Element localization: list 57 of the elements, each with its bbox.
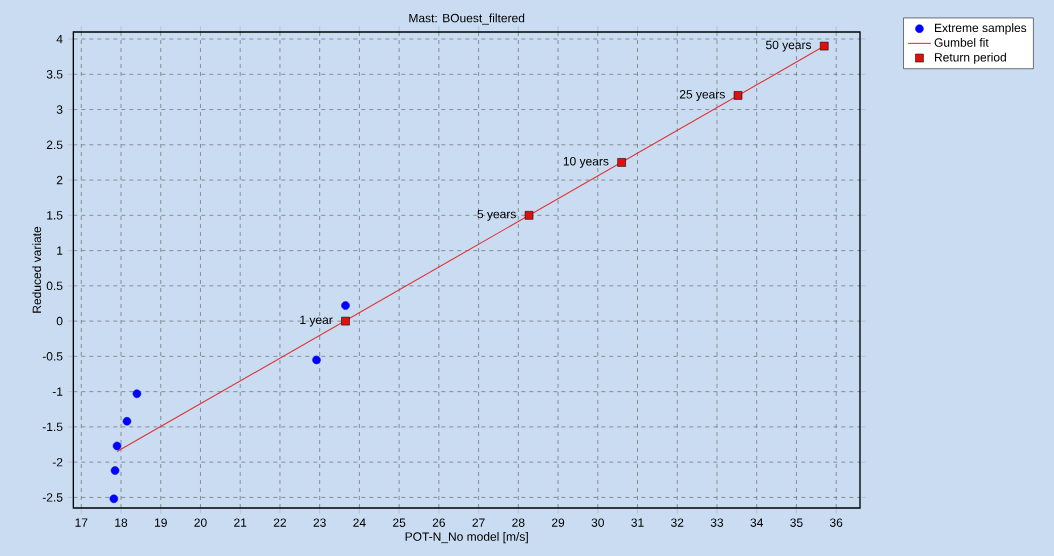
annotation: 5 years bbox=[477, 209, 516, 221]
x-tick-label: 36 bbox=[829, 518, 843, 527]
y-tick-label: 0.5 bbox=[46, 281, 63, 291]
x-tick-label: 17 bbox=[75, 518, 88, 527]
x-axis-title: POT-N_No model [m/s] bbox=[405, 532, 528, 544]
y-tick-label: 1 bbox=[57, 246, 63, 255]
y-tick-label: -1 bbox=[52, 387, 63, 396]
annotation: 25 years bbox=[679, 90, 725, 101]
chart-title: Mast: BOuest_filtered bbox=[409, 13, 525, 25]
x-tick-label: 18 bbox=[115, 518, 128, 527]
point bbox=[109, 494, 119, 504]
legend-label: Extreme samples bbox=[935, 23, 1027, 35]
y-tick-label: -1.5 bbox=[42, 422, 63, 432]
point bbox=[341, 301, 350, 310]
x-tick-label: 33 bbox=[710, 518, 724, 527]
point bbox=[617, 158, 626, 167]
y-tick-label: 3 bbox=[56, 105, 63, 114]
annotation: 1 year bbox=[300, 315, 333, 327]
x-tick-label: 31 bbox=[631, 518, 644, 527]
x-tick-label: 34 bbox=[750, 518, 764, 527]
x-tick-label: 30 bbox=[591, 518, 604, 527]
y-tick-label: 2 bbox=[56, 175, 63, 185]
y-tick-label: 2.5 bbox=[46, 140, 63, 150]
point bbox=[819, 41, 829, 51]
y-axis-title: Reduced variate bbox=[32, 226, 42, 313]
point bbox=[110, 466, 120, 475]
annotation: 10 years bbox=[563, 157, 609, 168]
y-tick-label: -2 bbox=[52, 457, 63, 467]
y-tick-label: 3.5 bbox=[46, 70, 63, 79]
point bbox=[132, 389, 142, 399]
x-tick-label: 28 bbox=[512, 518, 525, 527]
point bbox=[524, 211, 534, 220]
x-tick-label: 19 bbox=[155, 518, 167, 527]
y-tick-label: 0 bbox=[56, 316, 63, 326]
x-tick-label: 21 bbox=[234, 518, 247, 527]
x-tick-label: 22 bbox=[273, 518, 286, 527]
x-tick-label: 27 bbox=[472, 518, 485, 527]
x-tick-label: 20 bbox=[194, 518, 207, 527]
annotation: 50 years bbox=[765, 40, 812, 52]
point bbox=[112, 441, 122, 451]
x-tick-label: 25 bbox=[393, 518, 406, 527]
x-tick-label: 29 bbox=[551, 518, 565, 527]
point bbox=[312, 355, 321, 365]
x-tick-label: 24 bbox=[353, 518, 366, 527]
y-tick-label: -0.5 bbox=[42, 352, 63, 361]
point bbox=[341, 316, 350, 326]
x-tick-label: 26 bbox=[432, 518, 446, 527]
x-tick-label: 32 bbox=[671, 518, 684, 527]
x-tick-label: 35 bbox=[790, 518, 803, 527]
x-tick-label: 23 bbox=[313, 518, 326, 527]
y-tick-label: -2.5 bbox=[42, 493, 63, 502]
point bbox=[122, 416, 132, 426]
point bbox=[733, 91, 743, 100]
legend-label: Gumbel fit bbox=[934, 37, 989, 47]
y-tick-label: 1.5 bbox=[47, 211, 63, 220]
legend-label: Return period bbox=[935, 52, 1006, 64]
y-tick-label: 4 bbox=[56, 34, 63, 44]
